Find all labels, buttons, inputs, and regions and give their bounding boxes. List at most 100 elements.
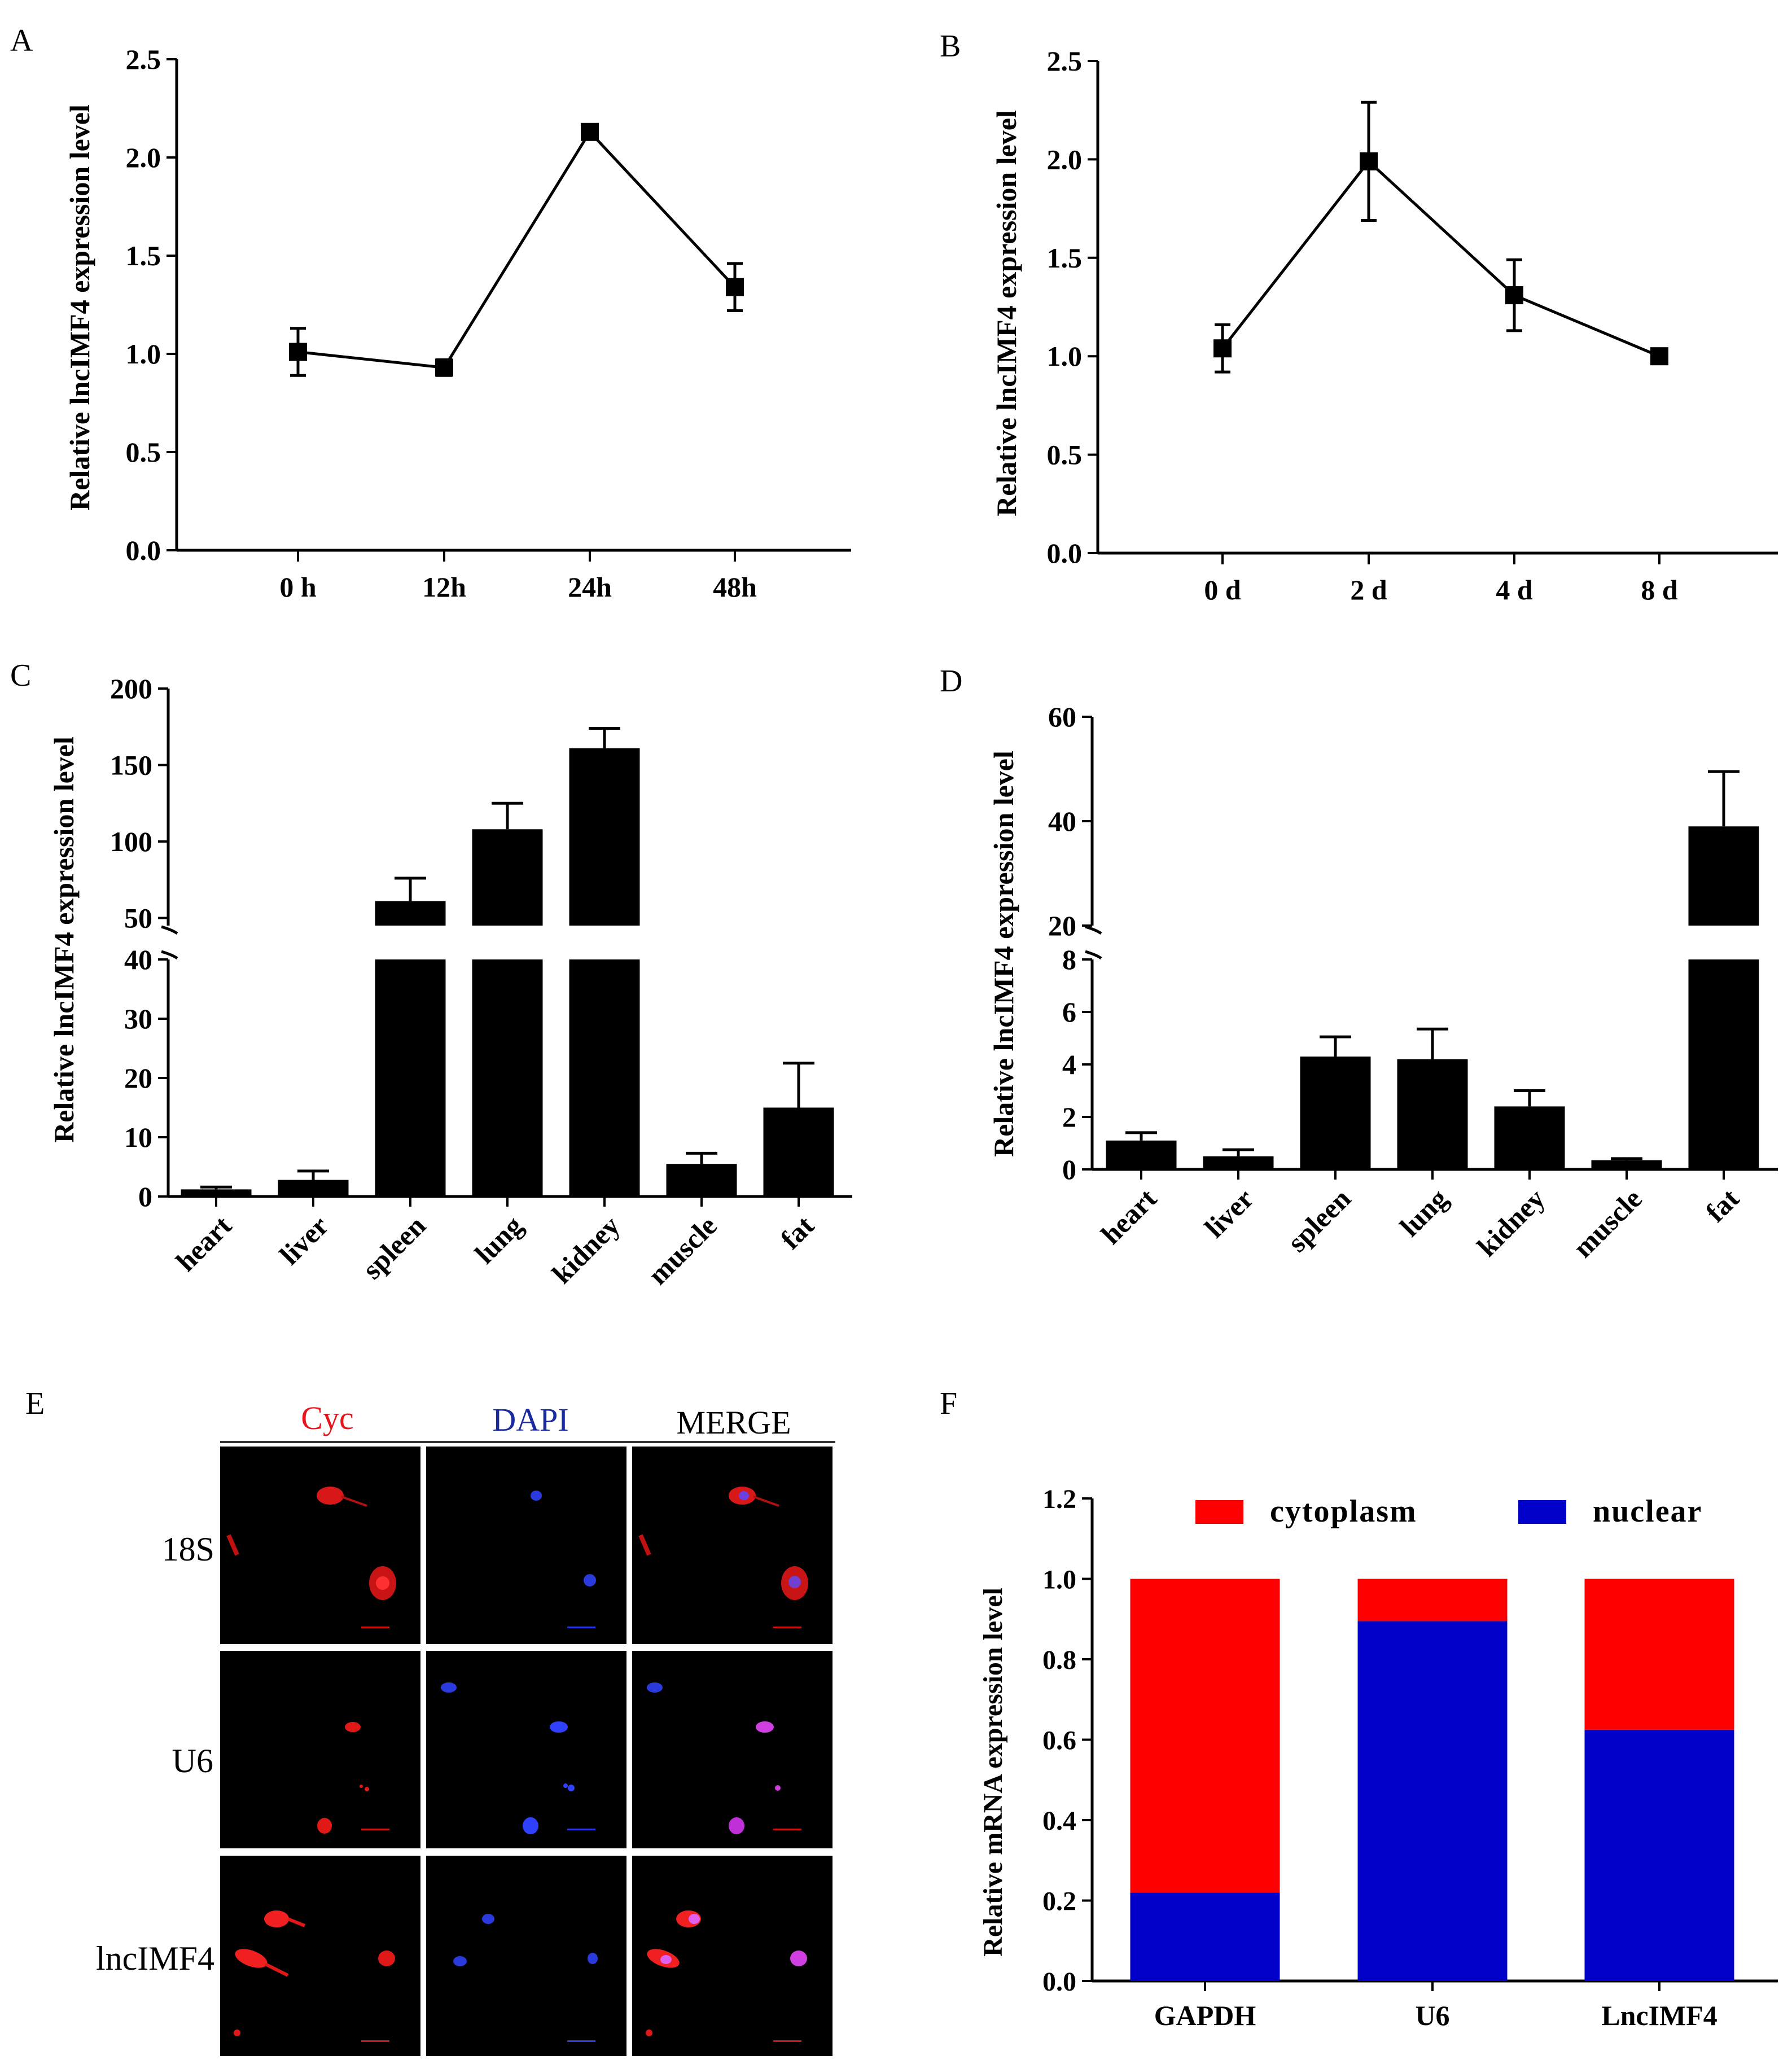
panel-f-ylabel: Relative mRNA expression level <box>978 1588 1008 1957</box>
y-tick-label: 150 <box>110 749 152 781</box>
y-tick-label: 100 <box>110 826 152 857</box>
x-tick-label: muscle <box>1567 1182 1648 1264</box>
data-point <box>1213 339 1232 358</box>
legend-label-cytoplasm: cytoplasm <box>1270 1494 1417 1529</box>
bar <box>1106 1140 1177 1169</box>
y-tick-label: 2.5 <box>1047 45 1083 77</box>
panel-letter-f: F <box>940 1386 957 1421</box>
x-tick-label: kidney <box>1471 1182 1551 1263</box>
y-tick-label: 0.4 <box>1042 1806 1076 1836</box>
row-label-u6: U6 <box>172 1742 213 1780</box>
micro-image-18s-merge <box>632 1447 833 1644</box>
legend-swatch-nuclear <box>1518 1500 1566 1524</box>
column-label-cyc: Cyc <box>301 1400 353 1436</box>
data-point <box>289 343 307 361</box>
panel-letter-d: D <box>940 664 962 699</box>
bar-segment-cytoplasm <box>1584 1579 1734 1730</box>
micro-image-u6-merge <box>632 1651 833 1848</box>
data-point <box>435 358 453 377</box>
y-tick-label: 40 <box>124 944 152 975</box>
panel-letter-a: A <box>10 23 33 58</box>
x-tick-label: U6 <box>1415 2000 1449 2031</box>
x-tick-label: 2 d <box>1350 574 1387 606</box>
x-tick-label: 0 h <box>279 571 317 603</box>
micro-image-18s-cyc <box>220 1447 420 1644</box>
x-tick-label: 12h <box>422 571 466 603</box>
y-tick-label: 2.0 <box>126 142 161 173</box>
chart-b: 0.0 0.5 1.0 1.5 2.0 2.5 0 d 2 d 4 d 8 d <box>1047 45 1778 606</box>
bar-upper <box>472 829 543 926</box>
y-tick-label: 6 <box>1062 996 1076 1028</box>
bar-segment-cytoplasm <box>1130 1579 1280 1893</box>
x-tick-label: 8 d <box>1641 574 1678 606</box>
chart-c: 0 10 20 30 40 50 100 150 200 heart liver spleen lung… <box>110 673 852 1291</box>
y-tick-label: 8 <box>1062 944 1076 975</box>
y-tick-label: 0.0 <box>126 534 161 566</box>
data-point <box>1360 152 1378 170</box>
panel-d-ylabel: Relative lncIMF4 expression level <box>988 751 1019 1157</box>
bar-lower <box>1688 959 1759 1169</box>
data-point <box>726 278 744 296</box>
x-tick-label: spleen <box>1281 1182 1357 1258</box>
bar <box>763 1107 834 1196</box>
x-tick-label: fat <box>774 1209 820 1255</box>
y-tick-label: 0 <box>1062 1154 1076 1185</box>
x-tick-label: lung <box>1394 1182 1453 1242</box>
y-tick-label: 50 <box>124 902 152 933</box>
bar <box>1591 1160 1662 1169</box>
data-point <box>1650 347 1668 366</box>
micro-image-u6-cyc <box>220 1651 420 1848</box>
bar <box>1397 1059 1468 1169</box>
bar-upper <box>375 901 446 926</box>
y-tick-label: 200 <box>110 673 152 704</box>
y-tick-label: 30 <box>124 1003 152 1035</box>
bar <box>1300 1057 1371 1169</box>
bar-segment-nuclear <box>1357 1621 1508 1981</box>
x-tick-label: LncIMF4 <box>1601 2000 1717 2031</box>
micro-image-u6-dapi <box>426 1651 626 1848</box>
y-tick-label: 1.0 <box>1042 1565 1076 1595</box>
data-point <box>1505 286 1523 305</box>
x-tick-label: spleen <box>356 1209 432 1285</box>
bar <box>1203 1156 1274 1169</box>
x-tick-label: lung <box>468 1209 528 1269</box>
bar-lower <box>375 959 446 1196</box>
axis-break-mark <box>1085 925 1102 935</box>
y-tick-label: 2 <box>1062 1101 1076 1133</box>
cells-18s <box>226 1487 808 1628</box>
panel-letter-e: E <box>25 1386 45 1421</box>
x-tick-label: heart <box>1095 1182 1163 1250</box>
y-tick-label: 0.0 <box>1047 537 1083 569</box>
panel-b-ylabel: Relative lncIMF4 expression level <box>991 110 1022 516</box>
x-tick-label: heart <box>170 1209 238 1277</box>
y-tick-label: 0.6 <box>1042 1726 1076 1756</box>
cells-lncimf4 <box>234 1910 807 2042</box>
panel-letter-b: B <box>940 29 961 64</box>
y-tick-label: 1.0 <box>1047 340 1083 372</box>
series-line <box>297 129 736 370</box>
column-label-dapi: DAPI <box>492 1401 568 1438</box>
x-tick-label: 4 d <box>1496 574 1533 606</box>
axis-break-mark <box>1085 950 1102 960</box>
bar-segment-nuclear <box>1584 1729 1734 1981</box>
y-tick-label: 2.0 <box>1047 143 1083 175</box>
bar <box>1494 1106 1565 1169</box>
bar-segment-cytoplasm <box>1357 1579 1508 1621</box>
y-tick-label: 4 <box>1062 1049 1076 1080</box>
panel-a-ylabel: Relative lncIMF4 expression level <box>64 104 95 511</box>
legend-label-nuclear: nuclear <box>1593 1494 1702 1529</box>
chart-d: 0 2 4 6 820 40 60 heart liver spleen lung kidney mus… <box>1048 701 1778 1264</box>
axis-break-mark <box>161 950 178 960</box>
y-tick-label: 10 <box>124 1121 152 1153</box>
bar-upper <box>1688 826 1759 926</box>
y-tick-label: 1.5 <box>1047 242 1083 274</box>
bar-lower <box>472 959 543 1196</box>
series-line <box>1221 159 1660 358</box>
x-tick-label: 0 d <box>1204 574 1241 606</box>
x-tick-label: liver <box>273 1209 334 1270</box>
y-tick-label: 1.0 <box>126 338 161 370</box>
panel-c-ylabel: Relative lncIMF4 expression level <box>48 737 80 1143</box>
bar-lower <box>569 959 640 1196</box>
axis-break-mark <box>161 925 178 935</box>
